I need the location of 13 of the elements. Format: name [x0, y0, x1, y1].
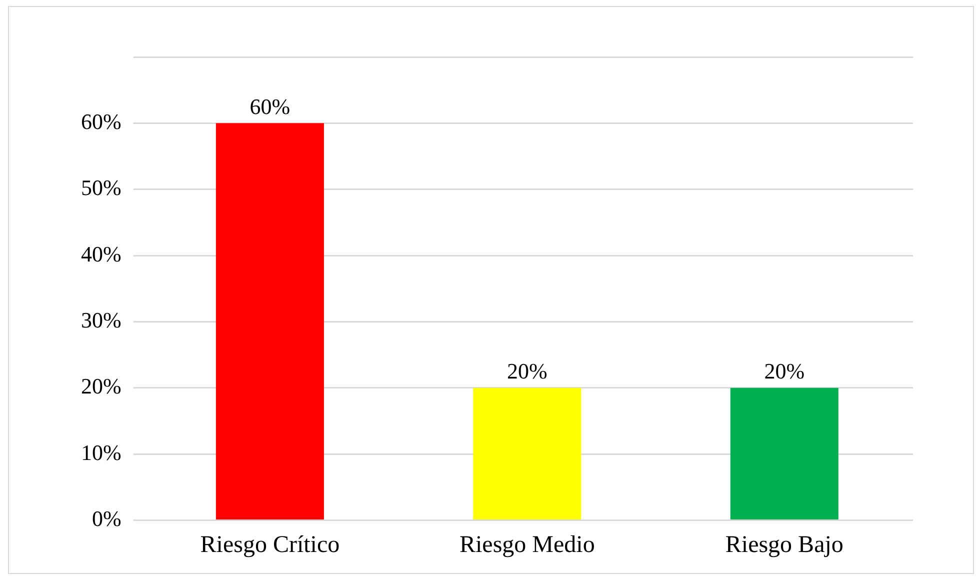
- data-label: 20%: [764, 358, 805, 384]
- y-tick-label: 30%: [81, 307, 122, 332]
- y-tick-label: 20%: [81, 374, 122, 399]
- data-label: 20%: [507, 358, 548, 384]
- data-label: 60%: [250, 94, 290, 119]
- x-tick-label: Riesgo Crítico: [200, 532, 340, 558]
- y-tick-label: 10%: [81, 440, 122, 465]
- x-tick-label: Riesgo Medio: [460, 532, 595, 558]
- y-tick-label: 50%: [81, 175, 122, 200]
- x-tick-label: Riesgo Bajo: [725, 532, 844, 558]
- y-tick-label: 40%: [81, 241, 122, 266]
- y-tick-label: 60%: [81, 108, 122, 134]
- y-tick-label: 0%: [92, 506, 122, 531]
